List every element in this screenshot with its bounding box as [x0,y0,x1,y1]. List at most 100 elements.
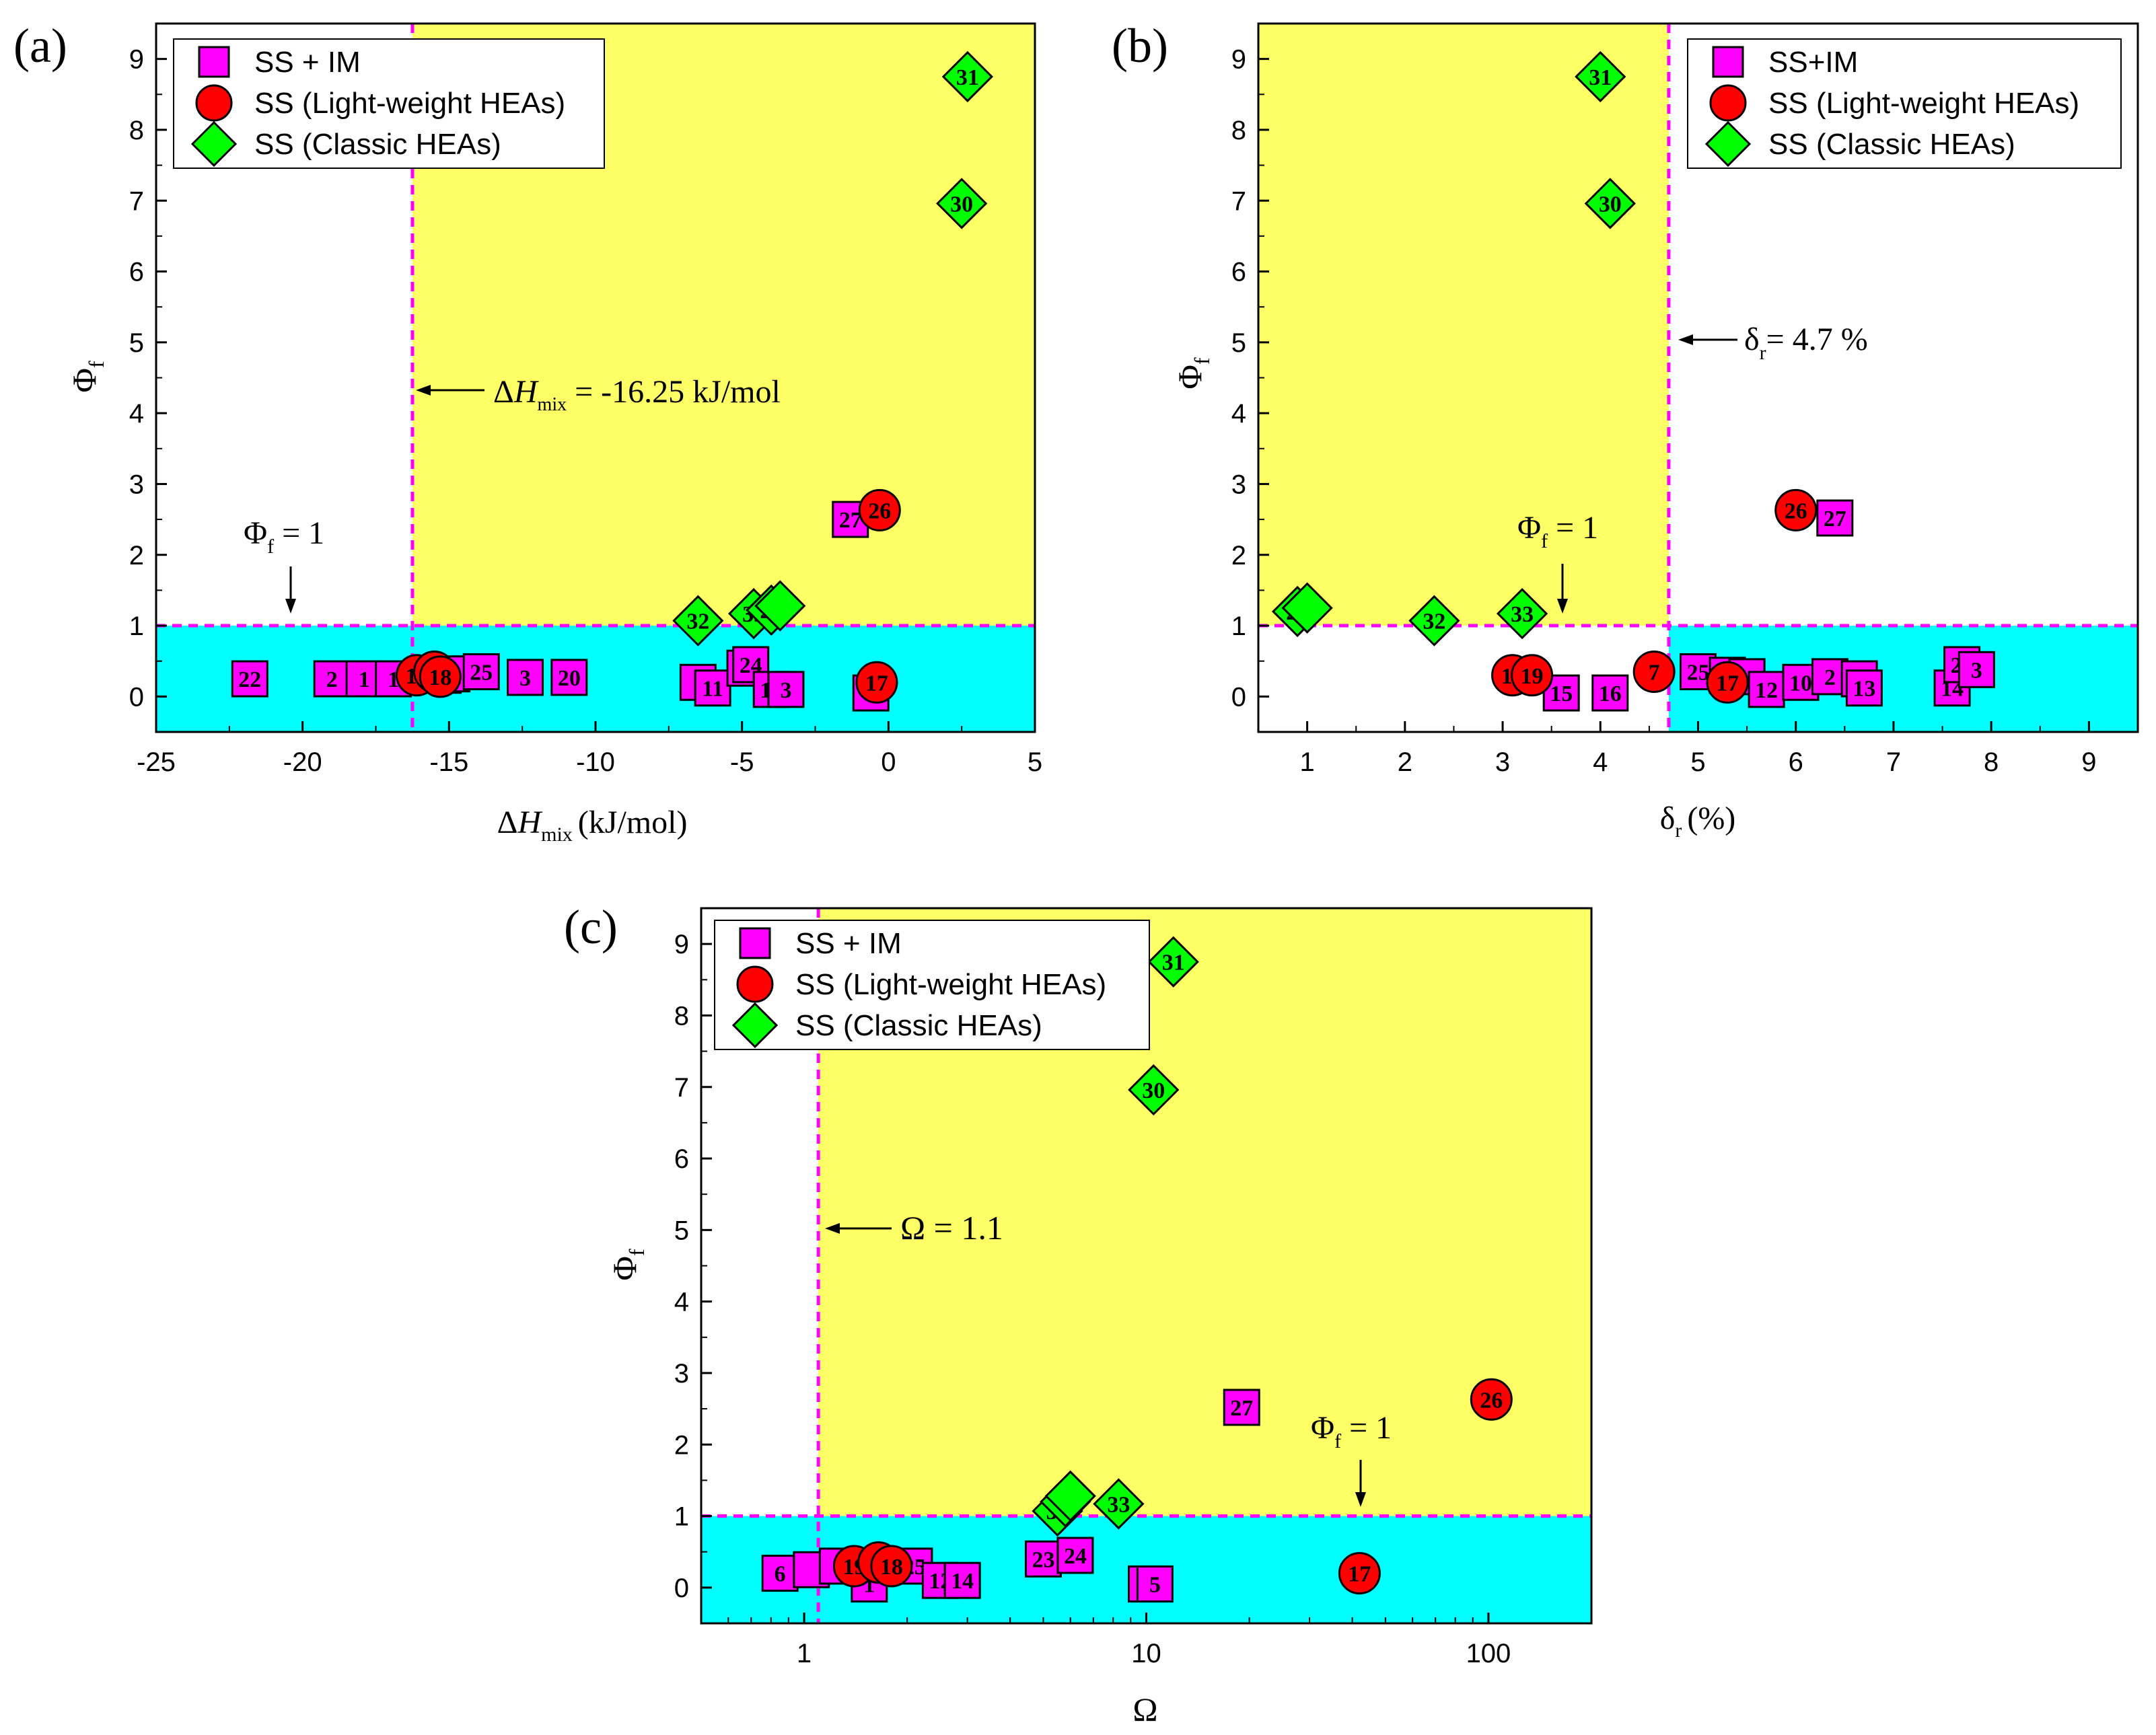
svg-text:Φf = 1: Φf = 1 [244,515,324,558]
panel-b-series1-point-4: 26 [1774,488,1818,531]
svg-text:Ω = 1.1: Ω = 1.1 [900,1209,1003,1247]
panel-b-series0-point-1-label: 16 [1599,681,1622,706]
panel-c-series0-point-8-label: 24 [1064,1544,1087,1569]
panel-c-series0-point-10-label: 5 [1149,1573,1161,1598]
panel-c-legend-label-1: SS (Light-weight HEAs) [795,968,1106,1001]
panel-a-series0-point-0-label: 22 [238,667,261,692]
panel-a-legend-label-2: SS (Classic HEAs) [254,128,501,161]
panel-b-xtick-label: 6 [1789,747,1803,777]
panel-b-vline-annotation: δr= 4.7 % [1678,322,1868,364]
panel-b-ytick-label: 4 [1231,399,1246,429]
svg-text:Φf = 1: Φf = 1 [1517,510,1598,552]
panel-a-series2-point-4: 30 [936,178,988,229]
panel-b-series0-point-9-label: 13 [1853,677,1875,702]
panel-c-xtick-label: 10 [1131,1639,1161,1668]
panel-a-series2-point-5-label: 31 [956,65,979,90]
panel-c-ytick-label: 9 [674,930,689,959]
panel-b-series0-point-0-label: 15 [1550,681,1573,706]
panel-c-ytick-label: 4 [674,1288,689,1317]
panel-c-legend-label-2: SS (Classic HEAs) [795,1009,1042,1042]
panel-c-series0-point-0: 6 [761,1555,799,1592]
panel-a-series1-point-4-label: 26 [868,499,891,523]
panel-c-legend-box [714,920,1150,1050]
panel-b-series2-point-5-label: 31 [1589,65,1612,90]
panel-c-ytick-label: 2 [674,1430,689,1460]
panel-c-series2-point-3-label: 33 [1107,1492,1130,1517]
panel-b-ytick-label: 5 [1231,328,1246,358]
panel-a-xtick-label: -15 [429,747,468,777]
panel-b-h-annotation: Φf = 1 [1517,510,1598,614]
panel-a-ytick-label: 2 [129,541,144,570]
panel-b-ytick-label: 1 [1231,612,1246,641]
panel-b-legend-label-0: SS+IM [1768,46,1858,79]
panel-a-ytick-label: 0 [129,682,144,712]
panel-a-xtick-label: 5 [1028,747,1042,777]
panel-b-series0-point-5-label: 12 [1755,678,1778,703]
panel-c-legend-item-1: SS (Light-weight HEAs) [736,965,1106,1003]
panel-b-x-label: δr (%) [1660,801,1736,842]
panel-c-series0-point-6-label: 14 [951,1569,974,1594]
panel-b-series1-point-1-label: 19 [1521,664,1544,689]
panel-a-x-label-sub: mix [541,823,573,846]
panel-c-series2-point-3: 33 [1093,1478,1145,1530]
panel-c-series1-point-4: 26 [1470,1378,1513,1421]
panel-b-y-label: Φf [1171,357,1214,390]
svg-text:δr= 4.7 %: δr= 4.7 % [1744,322,1868,364]
panel-b-legend-label-2: SS (Classic HEAs) [1768,128,2015,161]
panel-a-xtick-label: -20 [283,747,322,777]
panel-b-series0-point-9: 13 [1845,669,1883,707]
panel-a-x-label-h: H [517,805,542,840]
panel-c-ytick-label: 7 [674,1073,689,1103]
panel-a-series0-point-1: 2 [313,660,351,698]
panel-c-series2-point-5-label: 31 [1162,951,1185,975]
panel-a-series0-point-8-label: 20 [558,666,581,691]
panel-a-xtick-label: -5 [730,747,754,777]
panel-b-legend-box [1687,38,2122,169]
panel-c-series2-point-5: 31 [1147,936,1199,988]
panel-a-series2-point-5: 31 [941,50,993,103]
panel-b-xtick-label: 8 [1984,747,1999,777]
panel-a-series2-point-0: 32 [672,595,724,647]
panel-c-legend: SS + IM SS (Light-weight HEAs) SS (Classic… [714,920,1150,1050]
panel-b-ytick-label: 7 [1231,186,1246,216]
panel-c-series1-point-2-label: 18 [880,1555,903,1580]
panel-a-series2-point-4-label: 30 [950,192,973,217]
panel-a-series0-point-7-label: 3 [519,666,531,691]
panel-a-legend: SS + IM SS (Light-weight HEAs) SS (Classic… [173,38,605,169]
panel-a-series0-point-7: 3 [507,659,544,696]
panel-b-series2-point-5: 31 [1575,50,1626,103]
panel-b-series2-point-3-label: 33 [1511,602,1534,627]
panel-b-ytick-label: 6 [1231,258,1246,287]
panel-a-ytick-label: 9 [129,45,144,75]
panel-b-series0-point-12-label: 3 [1971,658,1982,683]
svg-text:ΔHmix = -16.25 kJ/mol: ΔHmix = -16.25 kJ/mol [493,374,781,415]
panel-b-yellow-region [1258,24,1669,626]
panel-b-series2-point-3: 33 [1496,588,1548,640]
panel-a-series0-point-0: 22 [231,660,268,698]
panel-a-x-label-unit: (kJ/mol) [578,805,688,840]
panel-a-series1-point-2: 18 [419,655,462,698]
panel-c-ytick-label: 6 [674,1144,689,1174]
panel-b-xtick-label: 3 [1495,747,1510,777]
panel-c-ytick-label: 0 [674,1574,689,1603]
panel-a-h-annotation: Φf = 1 [244,515,324,614]
panel-a-series1-point-4: 26 [858,488,901,531]
panel-c-series1-point-4-label: 26 [1480,1388,1503,1413]
panel-c-series0-point-11-label: 27 [1230,1396,1253,1421]
panel-b-series1-point-1: 19 [1511,654,1554,697]
panel-a-series0-point-2-label: 1 [359,667,370,692]
panel-b-xtick-label: 1 [1299,747,1314,777]
panel-b-ytick-label: 3 [1231,470,1246,499]
panel-a-series0-point-10-label: 11 [702,677,723,702]
panel-c-series0-point-0-label: 6 [775,1562,786,1587]
panel-a-ytick-label: 6 [129,258,144,287]
panel-c-legend-item-0: SS + IM [739,927,902,960]
panel-b-series1-point-4-label: 26 [1785,499,1807,523]
panel-b-xtick-label: 4 [1593,747,1608,777]
panel-c-series1-point-2: 18 [870,1545,913,1588]
panel-b-xtick-label: 5 [1690,747,1705,777]
panel-b-ytick-label: 0 [1231,682,1246,712]
panel-c-x-label: Ω [1133,1691,1157,1728]
